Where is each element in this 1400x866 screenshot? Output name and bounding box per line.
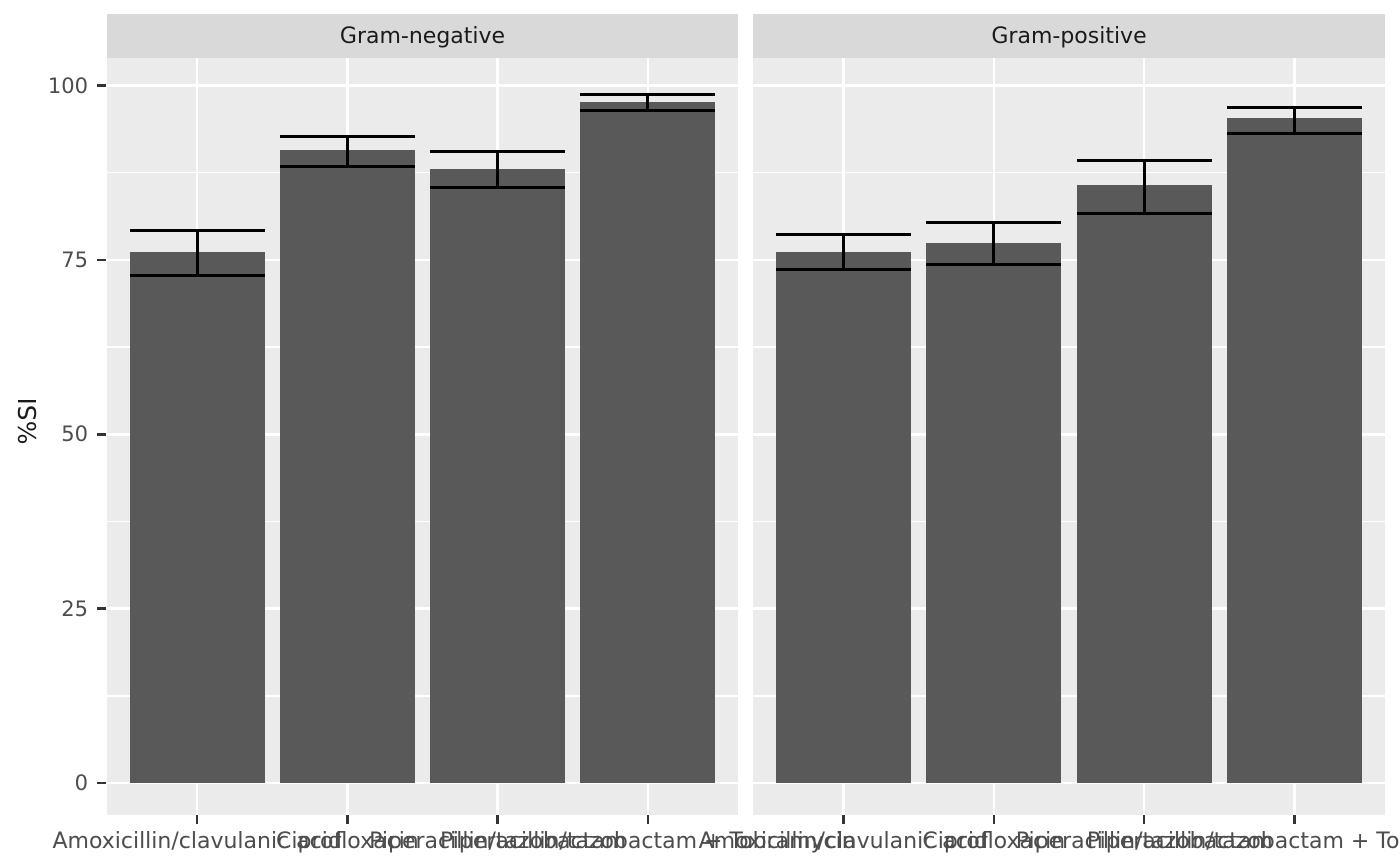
bar bbox=[1227, 118, 1363, 783]
gridline-major-y bbox=[107, 781, 738, 785]
bar bbox=[775, 252, 911, 783]
gridline-minor-y bbox=[107, 695, 738, 697]
error-bar-line bbox=[195, 230, 199, 276]
y-tick-mark bbox=[97, 258, 106, 262]
facet-strip-label: Gram-positive bbox=[991, 23, 1147, 49]
y-tick-mark bbox=[97, 433, 106, 436]
gridline-minor-y bbox=[107, 346, 738, 348]
y-tick-label: 100 bbox=[47, 73, 88, 98]
gridline-major-y bbox=[753, 258, 1385, 262]
gridline-minor-y bbox=[753, 171, 1385, 174]
error-bar-line bbox=[496, 151, 500, 188]
error-bar-line bbox=[345, 136, 349, 167]
error-bar-cap-bottom bbox=[1227, 132, 1363, 136]
gridline-major-y bbox=[107, 433, 738, 436]
x-tick-mark bbox=[195, 815, 199, 824]
x-tick-mark bbox=[1142, 815, 1146, 824]
bar bbox=[279, 149, 415, 783]
gridline-major-y bbox=[753, 84, 1385, 87]
x-tick-label: Piperacillin/tazobactam bbox=[369, 829, 627, 854]
bar bbox=[129, 252, 265, 783]
panel-gram-positive bbox=[753, 58, 1385, 815]
error-bar-cap-bottom bbox=[1076, 211, 1212, 215]
y-tick-label: 25 bbox=[61, 596, 88, 621]
y-tick-mark bbox=[97, 607, 106, 610]
gridline-major-y bbox=[107, 84, 738, 87]
x-tick-label: Amoxicillin/clavulanic acid bbox=[52, 829, 342, 854]
y-tick-label: 50 bbox=[61, 422, 88, 447]
gridline-minor-y bbox=[107, 520, 738, 523]
y-tick-label: 0 bbox=[74, 771, 88, 795]
error-bar-cap-bottom bbox=[775, 268, 911, 272]
x-tick-mark bbox=[646, 815, 650, 824]
gridline-minor-y bbox=[107, 171, 738, 174]
y-tick-label: 75 bbox=[61, 247, 88, 272]
bar bbox=[430, 169, 566, 783]
error-bar-line bbox=[646, 94, 650, 111]
x-tick-label: Piperacillin/tazobactam + Tobramycin bbox=[439, 829, 856, 854]
x-tick-label: Ciprofloxacin bbox=[275, 829, 419, 854]
error-bar-cap-bottom bbox=[580, 109, 716, 113]
x-tick-label: Ciprofloxacin bbox=[922, 829, 1066, 854]
gridline-major-y bbox=[753, 433, 1385, 436]
error-bar-line bbox=[841, 234, 845, 270]
error-bar-line bbox=[1293, 107, 1297, 134]
x-tick-mark bbox=[496, 815, 499, 824]
y-tick-mark bbox=[97, 84, 106, 87]
error-bar-cap-bottom bbox=[430, 185, 566, 189]
x-tick-mark bbox=[992, 815, 995, 824]
gridline-major-y bbox=[753, 607, 1385, 610]
gridline-minor-y bbox=[753, 346, 1385, 348]
facet-strip-gram-negative: Gram-negative bbox=[107, 14, 738, 58]
gridline-minor-y bbox=[753, 695, 1385, 697]
facet-strip-label: Gram-negative bbox=[339, 23, 506, 49]
bar bbox=[926, 243, 1062, 783]
bar bbox=[1076, 185, 1212, 783]
bar bbox=[580, 102, 716, 783]
x-tick-label: Piperacillin/tazobactam bbox=[1015, 829, 1273, 854]
x-tick-mark bbox=[1293, 815, 1296, 824]
panel-gram-negative bbox=[107, 58, 738, 815]
x-tick-label: Piperacillin/tazobactam + Tobramycin bbox=[1086, 829, 1400, 854]
error-bar-cap-bottom bbox=[129, 273, 265, 277]
gridline-major-y bbox=[107, 607, 738, 610]
y-tick-mark bbox=[97, 781, 106, 785]
facet-strip-gram-positive: Gram-positive bbox=[753, 14, 1385, 58]
x-tick-mark bbox=[346, 815, 349, 824]
gridline-major-y bbox=[753, 781, 1385, 785]
gridline-major-y bbox=[107, 258, 738, 262]
x-tick-label: Amoxicillin/clavulanic acid bbox=[698, 829, 988, 854]
error-bar-cap-bottom bbox=[926, 262, 1062, 266]
x-tick-mark bbox=[842, 815, 845, 824]
error-bar-cap-bottom bbox=[279, 164, 415, 168]
error-bar-line bbox=[1142, 160, 1146, 214]
gridline-minor-y bbox=[753, 520, 1385, 523]
error-bar-line bbox=[992, 222, 996, 265]
